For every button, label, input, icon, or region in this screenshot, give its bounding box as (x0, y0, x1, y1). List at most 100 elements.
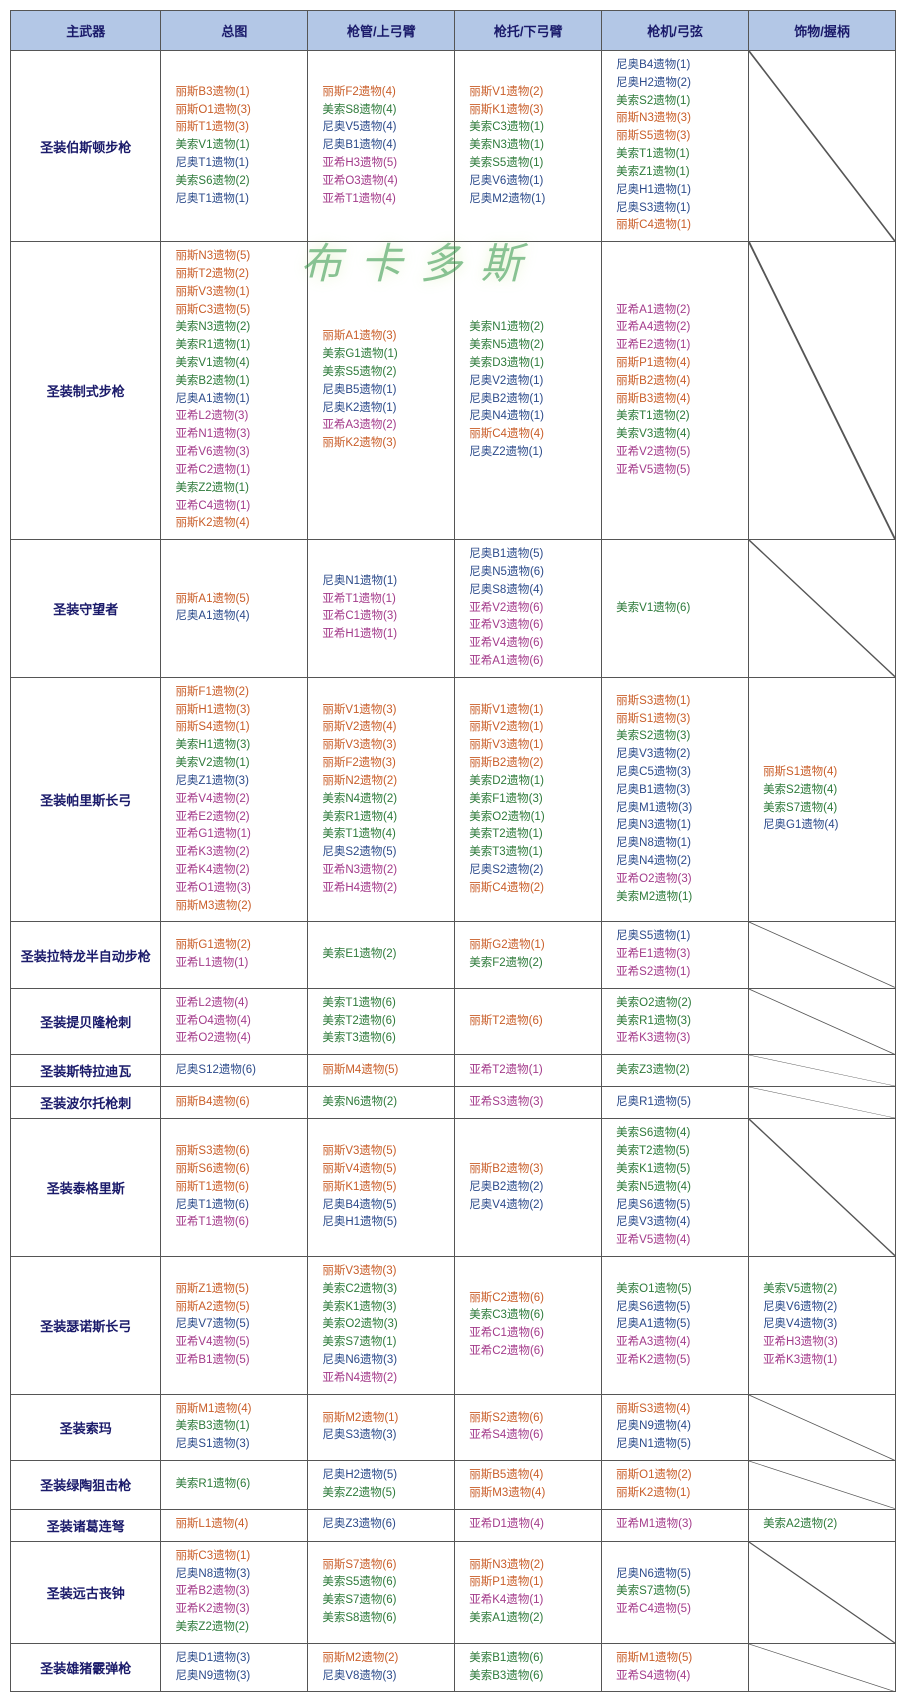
relic-item: 尼奥S3遗物(1) (616, 200, 744, 218)
relic-item: 丽斯K1遗物(3) (469, 102, 597, 120)
relic-item: 亚希V6遗物(3) (175, 444, 303, 462)
relic-item: 丽斯V3遗物(5) (322, 1143, 450, 1161)
relic-item: 尼奥S6遗物(5) (616, 1197, 744, 1215)
relic-item: 丽斯T1遗物(3) (175, 119, 303, 137)
relic-item: 丽斯C4遗物(2) (469, 880, 597, 898)
data-cell: 丽斯S2遗物(6)亚希S4遗物(6) (455, 1394, 602, 1460)
row-name: 圣装伯斯顿步枪 (11, 51, 161, 242)
relic-item: 尼奥V2遗物(1) (469, 373, 597, 391)
relic-item: 丽斯T1遗物(6) (175, 1179, 303, 1197)
col-header-2: 枪管/上弓臂 (308, 11, 455, 51)
relic-item: 尼奥N4遗物(1) (469, 408, 597, 426)
relic-item: 丽斯S4遗物(1) (175, 719, 303, 737)
relic-item: 丽斯M2遗物(1) (322, 1410, 450, 1428)
relic-item: 尼奥H2遗物(2) (616, 75, 744, 93)
relic-item: 尼奥N1遗物(5) (616, 1436, 744, 1454)
relic-item: 丽斯V4遗物(5) (322, 1161, 450, 1179)
data-cell: 美索B1遗物(6)美索B3遗物(6) (455, 1643, 602, 1692)
diag-cell (749, 1055, 896, 1087)
relic-item: 亚希H4遗物(2) (322, 880, 450, 898)
relic-item: 丽斯S3遗物(4) (616, 1401, 744, 1419)
relic-item: 尼奥V6遗物(1) (469, 173, 597, 191)
relic-item: 亚希T1遗物(6) (175, 1214, 303, 1232)
data-cell: 美索V1遗物(6) (602, 540, 749, 678)
table-row: 圣装伯斯顿步枪丽斯B3遗物(1)丽斯O1遗物(3)丽斯T1遗物(3)美索V1遗物… (11, 51, 896, 242)
data-cell: 尼奥Z3遗物(6) (308, 1509, 455, 1541)
row-name: 圣装雄猪霰弹枪 (11, 1643, 161, 1692)
relic-item: 尼奥V6遗物(2) (763, 1299, 891, 1317)
data-cell: 美索N1遗物(2)美索N5遗物(2)美索D3遗物(1)尼奥V2遗物(1)尼奥B2… (455, 242, 602, 540)
relic-item: 美索B2遗物(1) (175, 373, 303, 391)
relic-item: 尼奥V8遗物(3) (322, 1668, 450, 1686)
relic-item: 尼奥S2遗物(2) (469, 862, 597, 880)
relic-item: 美索V3遗物(4) (616, 426, 744, 444)
relic-item: 尼奥H1遗物(1) (616, 182, 744, 200)
relic-item: 美索Z2遗物(2) (175, 1619, 303, 1637)
relic-item: 美索V1遗物(6) (616, 600, 744, 618)
relic-item: 尼奥S2遗物(5) (322, 844, 450, 862)
relic-item: 尼奥N9遗物(4) (616, 1418, 744, 1436)
relic-item: 丽斯N3遗物(5) (175, 248, 303, 266)
relic-item: 美索A1遗物(2) (469, 1610, 597, 1628)
relic-item: 亚希C2遗物(1) (175, 462, 303, 480)
row-name: 圣装绿陶狙击枪 (11, 1461, 161, 1510)
data-cell: 美索N6遗物(2) (308, 1087, 455, 1119)
data-cell: 丽斯M2遗物(2)尼奥V8遗物(3) (308, 1643, 455, 1692)
data-cell: 丽斯N3遗物(5)丽斯T2遗物(2)丽斯V3遗物(1)丽斯C3遗物(5)美索N3… (161, 242, 308, 540)
diag-cell (749, 242, 896, 540)
relic-item: 亚希V5遗物(4) (616, 1232, 744, 1250)
relic-item: 亚希B1遗物(5) (175, 1352, 303, 1370)
relic-item: 亚希O1遗物(3) (175, 880, 303, 898)
relic-item: 美索F2遗物(2) (469, 955, 597, 973)
relic-item: 丽斯V1遗物(2) (469, 84, 597, 102)
diag-cell (749, 1541, 896, 1643)
relic-item: 亚希K3遗物(1) (763, 1352, 891, 1370)
relic-item: 亚希V3遗物(6) (469, 617, 597, 635)
relic-item: 丽斯H1遗物(3) (175, 702, 303, 720)
relic-item: 丽斯C3遗物(5) (175, 302, 303, 320)
row-name: 圣装泰格里斯 (11, 1119, 161, 1257)
relic-item: 美索S7遗物(6) (322, 1592, 450, 1610)
relic-item: 美索S2遗物(1) (616, 93, 744, 111)
table-row: 圣装波尔托枪刺丽斯B4遗物(6)美索N6遗物(2)亚希S3遗物(3)尼奥R1遗物… (11, 1087, 896, 1119)
relic-item: 丽斯V3遗物(3) (322, 737, 450, 755)
table-row: 圣装诸葛连弩丽斯L1遗物(4)尼奥Z3遗物(6)亚希D1遗物(4)亚希M1遗物(… (11, 1509, 896, 1541)
row-name: 圣装波尔托枪刺 (11, 1087, 161, 1119)
relic-item: 尼奥T1遗物(1) (175, 191, 303, 209)
data-cell: 丽斯B5遗物(4)丽斯M3遗物(4) (455, 1461, 602, 1510)
relic-item: 亚希A3遗物(4) (616, 1334, 744, 1352)
relic-item: 亚希V4遗物(2) (175, 791, 303, 809)
row-name: 圣装帕里斯长弓 (11, 677, 161, 922)
data-cell: 丽斯V1遗物(1)丽斯V2遗物(1)丽斯V3遗物(1)丽斯B2遗物(2)美索D2… (455, 677, 602, 922)
relic-item: 亚希K2遗物(3) (175, 1601, 303, 1619)
relic-item: 尼奥V4遗物(3) (763, 1316, 891, 1334)
data-cell: 美索S6遗物(4)美索T2遗物(5)美索K1遗物(5)美索N5遗物(4)尼奥S6… (602, 1119, 749, 1257)
relic-item: 亚希E1遗物(3) (616, 946, 744, 964)
relic-item: 丽斯M2遗物(2) (322, 1650, 450, 1668)
relic-item: 美索V1遗物(4) (175, 355, 303, 373)
relic-item: 美索G1遗物(1) (322, 346, 450, 364)
relic-item: 亚希O3遗物(4) (322, 173, 450, 191)
data-cell: 丽斯V3遗物(3)美索C2遗物(3)美索K1遗物(3)美索O2遗物(3)美索S7… (308, 1256, 455, 1394)
relic-item: 丽斯K1遗物(5) (322, 1179, 450, 1197)
relic-item: 丽斯B2遗物(3) (469, 1161, 597, 1179)
relic-item: 亚希V5遗物(5) (616, 462, 744, 480)
relic-item: 美索T2遗物(5) (616, 1143, 744, 1161)
relic-item: 美索N5遗物(2) (469, 337, 597, 355)
data-cell: 丽斯G2遗物(1)美索F2遗物(2) (455, 922, 602, 988)
relic-item: 丽斯M3遗物(4) (469, 1485, 597, 1503)
relic-item: 尼奥V3遗物(4) (616, 1214, 744, 1232)
relic-item: 美索T2遗物(6) (322, 1013, 450, 1031)
relic-item: 美索N5遗物(4) (616, 1179, 744, 1197)
relic-item: 丽斯B3遗物(4) (616, 391, 744, 409)
data-cell: 美索T1遗物(6)美索T2遗物(6)美索T3遗物(6) (308, 988, 455, 1054)
relic-item: 丽斯T2遗物(6) (469, 1013, 597, 1031)
relic-item: 亚希O4遗物(4) (175, 1013, 303, 1031)
relic-item: 亚希S4遗物(4) (616, 1668, 744, 1686)
relic-item: 丽斯F1遗物(2) (175, 684, 303, 702)
relic-item: 尼奥B2遗物(2) (469, 1179, 597, 1197)
data-cell: 亚希L2遗物(4)亚希O4遗物(4)亚希O2遗物(4) (161, 988, 308, 1054)
relic-item: 美索S2遗物(4) (763, 782, 891, 800)
data-cell: 尼奥S5遗物(1)亚希E1遗物(3)亚希S2遗物(1) (602, 922, 749, 988)
table-row: 圣装远古丧钟丽斯C3遗物(1)尼奥N8遗物(3)亚希B2遗物(3)亚希K2遗物(… (11, 1541, 896, 1643)
